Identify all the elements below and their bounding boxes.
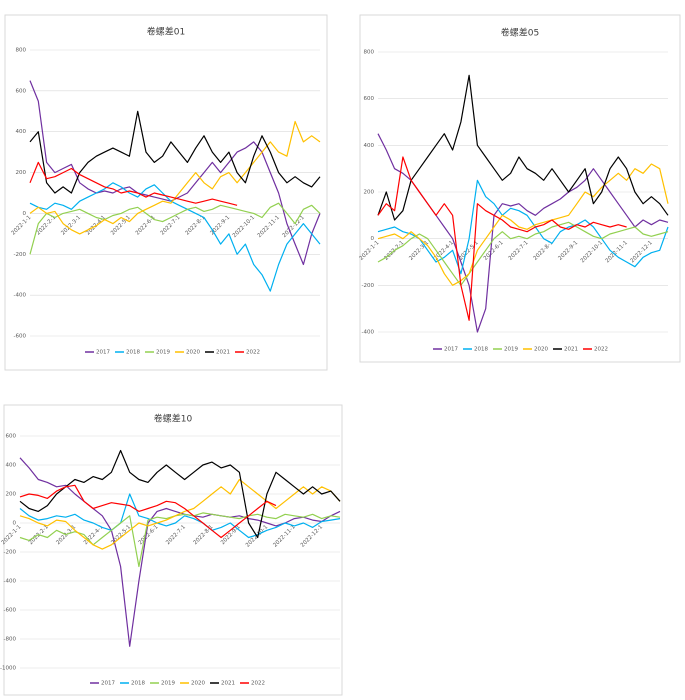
y-tick-label: -400: [4, 579, 17, 585]
y-tick-label: 600: [6, 434, 17, 440]
legend-label: 2020: [534, 347, 548, 353]
series-line: [19, 449, 341, 539]
legend-label: 2021: [564, 347, 578, 353]
legend-label: 2018: [474, 347, 488, 353]
y-tick-label: 0: [13, 521, 17, 527]
series-line: [377, 163, 669, 286]
legend-label: 2019: [161, 681, 175, 687]
legend-label: 2019: [156, 350, 170, 356]
legend-label: 2017: [444, 347, 458, 353]
y-tick-label: -600: [14, 334, 27, 340]
series-line: [29, 182, 321, 292]
panel-border: [4, 14, 328, 371]
legend-label: 2018: [126, 350, 140, 356]
legend-label: 2020: [191, 681, 205, 687]
legend-label: 2022: [251, 681, 265, 687]
y-tick-label: 800: [364, 50, 375, 56]
legend-label: 2018: [131, 681, 145, 687]
legend-label: 2021: [221, 681, 235, 687]
series-line: [29, 202, 321, 255]
series-line: [377, 221, 669, 286]
series-line: [29, 80, 321, 266]
legend-label: 2019: [504, 347, 518, 353]
y-tick-label: -600: [4, 608, 17, 614]
series-line: [19, 478, 341, 550]
series-line: [377, 74, 669, 221]
series-line: [29, 110, 321, 194]
y-tick-label: 200: [6, 492, 17, 498]
y-tick-label: -200: [14, 252, 27, 258]
series-line: [29, 161, 238, 206]
series-line: [377, 179, 669, 275]
chart-title: 卷螺差10: [154, 413, 193, 425]
y-tick-label: 0: [371, 236, 375, 242]
legend-label: 2020: [186, 350, 200, 356]
y-tick-label: 200: [16, 170, 27, 176]
legend-label: 2022: [594, 347, 608, 353]
y-tick-label: 600: [364, 96, 375, 102]
legend-label: 2021: [216, 350, 230, 356]
y-tick-label: 0: [23, 211, 27, 217]
legend-label: 2017: [101, 681, 115, 687]
y-tick-label: -400: [362, 330, 375, 336]
series-line: [19, 457, 341, 647]
y-tick-label: -400: [14, 293, 27, 299]
chart-panel: 卷螺差10 -1000 -800 -600 -400 -200 0 200 400 600 2022…: [0, 404, 343, 696]
legend-label: 2017: [96, 350, 110, 356]
legend-label: 2022: [246, 350, 260, 356]
y-tick-label: -200: [4, 550, 17, 556]
chart-title: 卷螺差01: [147, 26, 185, 38]
panel-border: [3, 404, 343, 696]
series-line: [19, 512, 341, 568]
y-tick-label: 200: [364, 190, 375, 196]
chart-title: 卷螺差05: [501, 27, 539, 39]
series-line: [19, 493, 341, 539]
y-tick-label: -200: [362, 283, 375, 289]
y-tick-label: 400: [6, 463, 17, 469]
y-tick-label: 400: [364, 143, 375, 149]
y-tick-label: 400: [16, 129, 27, 135]
panel-border: [359, 14, 681, 363]
y-tick-label: 800: [16, 48, 27, 54]
series-line: [377, 156, 627, 321]
y-tick-label: -1000: [0, 666, 16, 672]
series-line: [19, 484, 277, 539]
y-tick-label: -800: [4, 637, 17, 643]
y-tick-label: 600: [16, 88, 27, 94]
